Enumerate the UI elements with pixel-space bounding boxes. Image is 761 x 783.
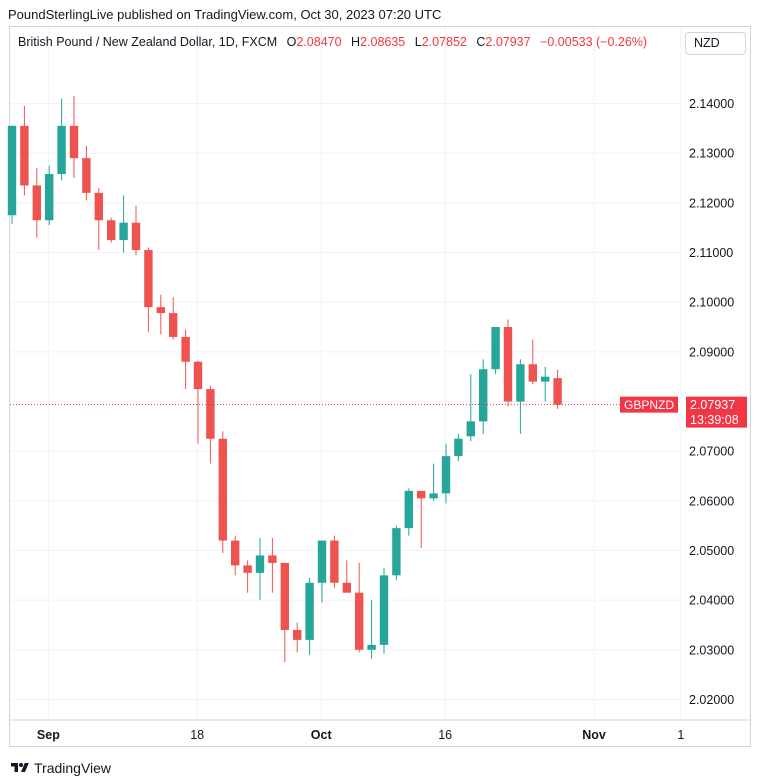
candle-body: [280, 562, 289, 630]
candle-body: [379, 575, 389, 645]
symbol-tag-bg: [620, 396, 678, 413]
tradingview-logo-icon: [11, 763, 29, 772]
time-tick-label: Oct: [311, 728, 333, 742]
low-value: 2.07852: [421, 35, 467, 49]
price-tick-label: 2.13000: [689, 147, 734, 161]
candle-body: [69, 125, 79, 159]
candle-body: [206, 389, 215, 439]
candle-body: [305, 582, 314, 640]
candle-body: [20, 125, 29, 186]
candle-body: [181, 336, 190, 362]
high-value: 2.08635: [360, 35, 406, 49]
candle-body: [156, 307, 165, 314]
candle-body: [131, 222, 141, 251]
candle-body: [7, 125, 17, 216]
candle-body: [231, 540, 240, 566]
price-tick-label: 2.10000: [689, 296, 734, 310]
candle-body: [317, 540, 327, 583]
candle-body: [119, 222, 128, 241]
candle-body: [417, 490, 426, 499]
candle-body: [528, 364, 537, 382]
candle-body: [330, 540, 339, 583]
candle-body: [268, 555, 277, 563]
candle-body: [32, 185, 41, 221]
price-tick-label: 2.07000: [689, 445, 734, 459]
close-value: 2.07937: [485, 35, 531, 49]
close-label: C: [476, 35, 486, 49]
open-value: 2.08470: [296, 35, 342, 49]
time-tick-label: 18: [190, 728, 204, 742]
low-label: L: [414, 35, 422, 49]
price-tick-label: 2.14000: [689, 97, 734, 111]
candle-body: [429, 493, 438, 499]
candle-body: [243, 565, 252, 573]
candle-layer: [7, 96, 562, 663]
time-tick-label: 1: [677, 728, 684, 742]
candle-body: [255, 555, 265, 573]
candle-body: [82, 158, 91, 193]
price-tick-label: 2.03000: [689, 643, 734, 657]
candle-body: [541, 376, 550, 382]
candle-body: [57, 125, 66, 175]
symbol-tag-label: GBPNZD: [624, 398, 674, 412]
price-axis: 2.14000 2.13000 2.12000 2.11000 2.10000 2.090…: [689, 97, 734, 707]
candle-body: [355, 592, 364, 650]
candle-body: [404, 490, 413, 529]
candle-body: [193, 361, 203, 390]
price-tick-label: 2.04000: [689, 594, 734, 608]
candle-body: [107, 220, 116, 241]
candle-body: [441, 456, 451, 494]
price-tick-label: 2.02000: [689, 693, 734, 707]
candle-body: [169, 313, 178, 337]
high-label: H: [351, 35, 361, 49]
currency-button[interactable]: NZD: [685, 32, 746, 55]
grid-layer: [10, 27, 682, 720]
candle-body: [454, 438, 463, 457]
candle-body: [516, 364, 525, 402]
candle-body: [491, 327, 500, 370]
candle-body: [218, 438, 227, 541]
price-tick-label: 2.09000: [689, 345, 734, 359]
price-tick-label: 2.05000: [689, 544, 734, 558]
time-tick-label: Nov: [582, 728, 606, 742]
candle-body: [479, 369, 488, 422]
candle-body: [342, 582, 351, 593]
time-axis: Sep 18 Oct 16 Nov 1: [10, 719, 750, 742]
candle-body: [367, 644, 376, 650]
symbol-legend: British Pound / New Zealand Dollar, 1D, …: [18, 35, 647, 49]
candle-body: [466, 421, 475, 437]
time-tick-label: 16: [438, 728, 452, 742]
tradingview-footer[interactable]: TradingView: [10, 758, 111, 778]
candle-body: [553, 378, 562, 405]
chart-frame[interactable]: [9, 26, 751, 747]
candle-body: [293, 629, 302, 640]
candle-body: [144, 250, 153, 308]
publisher-note: PoundSterlingLive published on TradingVi…: [8, 7, 442, 22]
tradingview-brand: TradingView: [34, 760, 112, 776]
price-tag-bg: [686, 396, 747, 428]
candle-body: [392, 528, 401, 576]
candle-body: [94, 192, 103, 221]
candle-body: [503, 327, 513, 402]
symbol-title: British Pound / New Zealand Dollar, 1D, …: [18, 35, 278, 49]
price-tick-label: 2.12000: [689, 196, 734, 210]
price-tag-value: 2.07937: [690, 398, 735, 412]
price-tick-label: 2.11000: [689, 246, 733, 260]
open-label: O: [286, 35, 297, 49]
candle-body: [45, 174, 54, 221]
price-tag-countdown: 13:39:08: [690, 413, 739, 427]
price-tick-label: 2.06000: [689, 494, 734, 508]
time-tick-label: Sep: [37, 728, 60, 742]
change-value: −0.00533 (−0.26%): [540, 35, 648, 49]
